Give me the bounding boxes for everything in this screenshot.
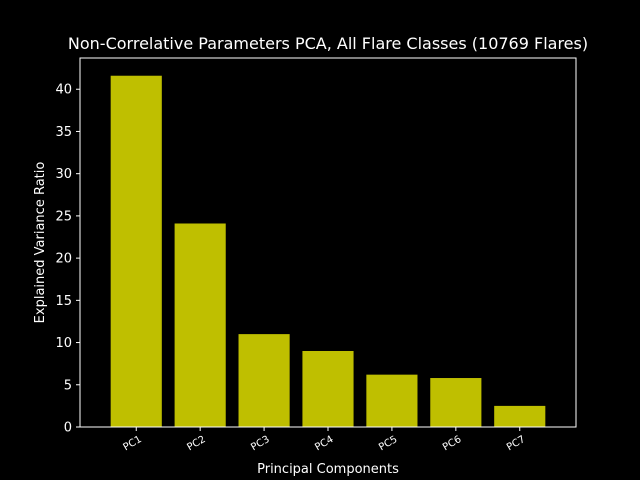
y-tick-label: 0 — [64, 421, 72, 436]
y-tick-label: 40 — [55, 83, 72, 98]
x-axis-label: Principal Components — [257, 462, 399, 477]
bar-pc6 — [430, 378, 482, 427]
bar-pc7 — [494, 405, 546, 427]
bar-pc3 — [238, 334, 290, 427]
y-tick-label: 15 — [55, 294, 72, 309]
plot-frame — [79, 57, 577, 428]
y-tick-label: 25 — [55, 209, 72, 224]
chart-title: Non-Correlative Parameters PCA, All Flar… — [68, 34, 588, 53]
bars-group — [110, 75, 546, 427]
y-tick-label: 35 — [55, 125, 72, 140]
y-axis: 0 5 10 15 20 25 30 35 40 — [55, 83, 80, 436]
y-tick-label: 20 — [55, 252, 72, 267]
bar-pc4 — [302, 351, 354, 427]
y-tick-label: 30 — [55, 167, 72, 182]
y-tick-label: 5 — [64, 378, 72, 393]
y-axis-label: Explained Variance Ratio — [33, 162, 48, 324]
bar-pc5 — [366, 374, 418, 427]
bar-pc2 — [174, 223, 226, 427]
bar-pc1 — [110, 75, 162, 427]
y-tick-label: 10 — [55, 336, 72, 351]
